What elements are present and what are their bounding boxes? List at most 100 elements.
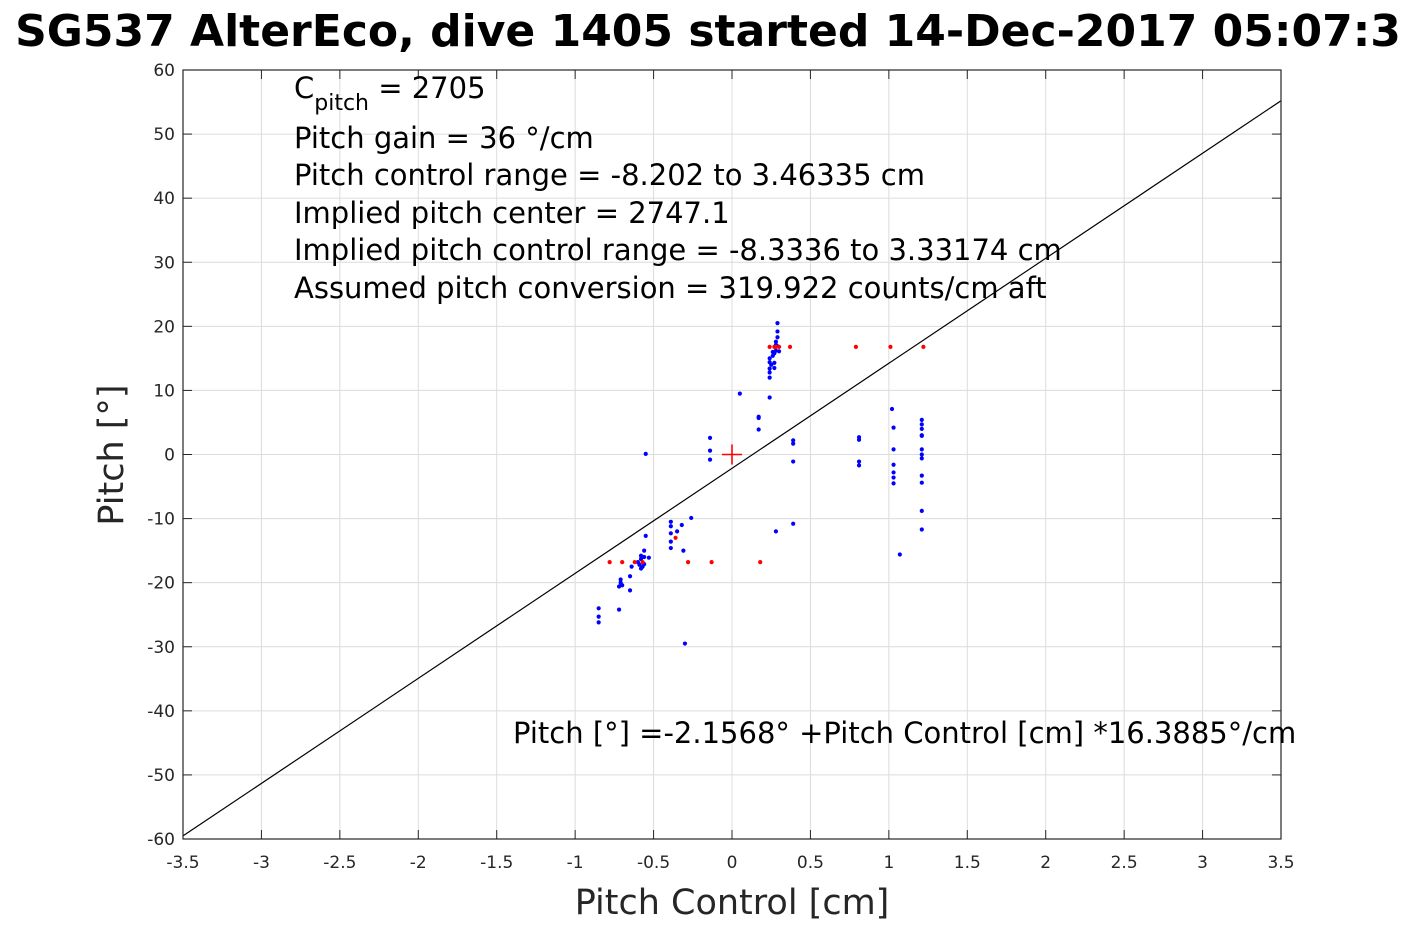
- y-tick-label: -60: [147, 830, 175, 850]
- blue-data-point: [707, 457, 713, 462]
- blue-data-point: [856, 463, 862, 468]
- red-data-point: [620, 560, 625, 565]
- blue-data-point: [919, 508, 924, 513]
- blue-data-point: [791, 459, 796, 464]
- blue-data-point: [737, 391, 742, 396]
- x-tick-label: 2.5: [1111, 853, 1138, 873]
- blue-data-point: [791, 441, 796, 446]
- red-data-point: [640, 560, 645, 565]
- blue-data-point: [919, 473, 924, 478]
- y-axis-ticks: -60 -50 -40 -30 -20 -10 0 10 20 30 40 50 60: [147, 61, 1281, 850]
- blue-data-point: [919, 447, 924, 452]
- blue-data-point: [668, 539, 673, 544]
- assumed-pitch-conversion-annotation: Assumed pitch conversion = 319.922 count…: [294, 271, 1047, 305]
- blue-data-point: [889, 406, 895, 412]
- blue-data-point: [646, 555, 651, 560]
- y-axis-label: Pitch [°]: [92, 384, 132, 525]
- x-tick-label: -2.5: [323, 853, 356, 873]
- x-tick-label: 3: [1197, 853, 1208, 873]
- blue-data-point: [668, 524, 673, 529]
- x-tick-label: -0.5: [637, 853, 670, 873]
- x-tick-label: 2: [1040, 853, 1051, 873]
- x-tick-label: -3.5: [166, 853, 199, 873]
- blue-data-point: [856, 459, 862, 464]
- x-tick-label: 0: [727, 853, 738, 873]
- blue-data-point: [620, 583, 625, 588]
- blue-data-point: [642, 554, 647, 560]
- red-data-point: [853, 344, 859, 349]
- blue-data-point: [767, 356, 772, 361]
- blue-data-point: [919, 456, 924, 461]
- blue-data-point: [919, 426, 924, 431]
- blue-data-point: [767, 395, 772, 400]
- blue-data-point: [638, 556, 644, 562]
- blue-data-point: [791, 438, 796, 443]
- blue-data-point: [776, 349, 782, 354]
- red-data-point: [776, 344, 782, 349]
- blue-data-point: [769, 362, 774, 367]
- blue-data-point: [891, 447, 896, 452]
- blue-data-point: [773, 529, 779, 534]
- fit-equation-annotation: Pitch [°] =-2.1568° +Pitch Control [cm] …: [513, 716, 1296, 750]
- implied-pitch-center-annotation: Implied pitch center = 2747.1: [294, 196, 730, 230]
- blue-data-point: [919, 417, 924, 422]
- blue-data-point: [891, 425, 896, 430]
- blue-data-point: [756, 415, 761, 421]
- implied-pitch-control-range-annotation: Implied pitch control range = -8.3336 to…: [294, 233, 1062, 267]
- blue-data-point: [772, 360, 777, 365]
- y-tick-label: 40: [153, 189, 175, 209]
- blue-data-point: [596, 614, 601, 619]
- blue-data-point: [681, 548, 686, 553]
- data-points: [596, 321, 926, 646]
- pitch-control-range-annotation: Pitch control range = -8.202 to 3.46335 …: [294, 158, 925, 192]
- red-data-point: [673, 535, 678, 540]
- center-marker-group: [722, 444, 742, 465]
- y-tick-label: 30: [153, 253, 175, 273]
- blue-data-point: [618, 577, 623, 582]
- red-data-point: [888, 344, 893, 349]
- x-tick-label: 0.5: [797, 853, 824, 873]
- blue-data-point: [675, 529, 680, 534]
- y-tick-label: 50: [153, 125, 175, 145]
- blue-data-point: [637, 562, 642, 567]
- blue-data-point: [627, 574, 633, 579]
- blue-data-point: [919, 480, 924, 485]
- chart-title: SG537 AlterEco, dive 1405 started 14-Dec…: [15, 6, 1401, 57]
- blue-data-point: [775, 329, 780, 334]
- blue-data-point: [775, 321, 780, 326]
- blue-data-point: [756, 427, 761, 432]
- x-axis-ticks: -3.5 -3 -2.5 -2 -1.5 -1 -0.5 0 0.5 1 1.5 2 2.5 3 3.5: [166, 70, 1295, 873]
- x-tick-label: 3.5: [1267, 853, 1294, 873]
- blue-data-point: [919, 422, 924, 427]
- y-tick-label: -50: [147, 766, 175, 786]
- x-tick-label: -2: [410, 853, 427, 873]
- red-data-point: [607, 560, 612, 565]
- blue-data-point: [627, 588, 633, 593]
- x-tick-label: -1: [567, 853, 584, 873]
- x-tick-label: 1.5: [954, 853, 981, 873]
- blue-data-point: [679, 522, 684, 528]
- blue-data-point: [919, 527, 924, 532]
- y-tick-label: -30: [147, 638, 175, 658]
- c-pitch-annotation: Cpitch = 2705: [294, 71, 486, 116]
- pitch-gain-annotation: Pitch gain = 36 °/cm: [294, 121, 594, 155]
- c-pitch-subscript: pitch: [314, 91, 369, 116]
- blue-data-point: [891, 475, 896, 480]
- red-data-point: [709, 560, 714, 565]
- blue-data-point: [668, 531, 673, 536]
- blue-data-point: [791, 521, 796, 526]
- red-data-point: [767, 344, 772, 349]
- c-pitch-symbol: C: [294, 71, 314, 105]
- blue-data-point: [616, 607, 622, 612]
- red-data-point: [632, 560, 637, 565]
- fit-line-group: [183, 100, 1281, 837]
- blue-data-point: [596, 606, 601, 611]
- blue-data-point: [773, 348, 779, 353]
- y-tick-label: 0: [164, 446, 175, 466]
- blue-data-point: [643, 451, 648, 456]
- y-tick-label: -10: [147, 510, 175, 530]
- y-tick-label: -20: [147, 574, 175, 594]
- blue-data-point: [682, 641, 688, 646]
- x-axis-label: Pitch Control [cm]: [575, 883, 890, 923]
